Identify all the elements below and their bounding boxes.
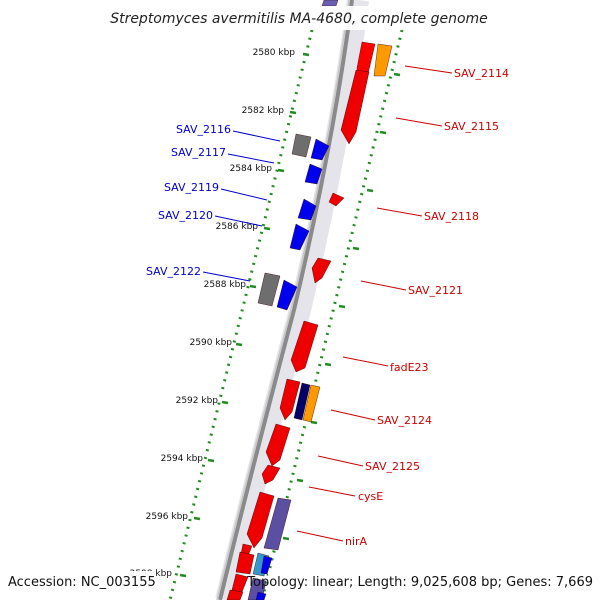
scale-tick (249, 284, 257, 289)
footer-background (4, 571, 154, 591)
left-gene-labels: SAV_2116 SAV_2117 SAV_2119 SAV_2120 SAV_… (146, 123, 231, 278)
left-leader-lines (202, 130, 281, 282)
accession-text: Accession: NC_003155 (8, 575, 156, 590)
scale-tick (179, 573, 187, 578)
gene-label: SAV_2114 (454, 67, 509, 80)
map-title: Streptomyces avermitilis MA-4680, comple… (110, 11, 488, 27)
scale-label: 2590 kbp (190, 338, 233, 348)
scale-tick (289, 110, 297, 115)
gene-label: SAV_2124 (377, 414, 432, 427)
gene-label: cysE (358, 490, 383, 503)
gene-arrow (290, 320, 319, 373)
genome-backbone-highlight (216, 0, 350, 600)
genome-summary-text: Topology: linear; Length: 9,025,608 bp; … (246, 575, 593, 590)
scale-tick (366, 188, 374, 193)
right-gene-labels: SAV_2114 SAV_2115 SAV_2118 SAV_2121 fadE… (345, 67, 509, 548)
gene-label: SAV_2117 (171, 146, 226, 159)
gene-arrow (310, 138, 330, 161)
scale-label: 2588 kbp (204, 280, 247, 290)
gene-arrow (255, 591, 267, 600)
scale-tick (207, 458, 215, 463)
gene-arrow (260, 555, 273, 575)
scale-tick (302, 52, 310, 57)
gene-arrow (311, 257, 332, 284)
gene-arrow (291, 133, 312, 158)
gene-arrow (263, 497, 292, 551)
gene-arrow (261, 464, 281, 485)
scale-label: 2586 kbp (216, 222, 259, 232)
genome-backbone-shadow (215, 0, 369, 600)
footer-background (268, 571, 596, 591)
gene-arrow (246, 491, 275, 549)
gene-arrow (257, 272, 281, 307)
gene-label: SAV_2121 (408, 284, 463, 297)
scale-tick (393, 72, 401, 77)
scale-tick (193, 516, 201, 521)
scale-tick (277, 168, 285, 173)
gene-label: SAV_2118 (424, 210, 479, 223)
gene-label: SAV_2115 (444, 120, 499, 133)
gene-arrow (340, 69, 370, 145)
gene-label: nirA (345, 535, 368, 548)
gene-arrow (302, 384, 321, 423)
left-dotted-guide (168, 29, 314, 600)
scale-tick (221, 400, 229, 405)
scale-tick (379, 130, 387, 135)
scale-label: 2580 kbp (253, 48, 296, 58)
gene-arrow (297, 198, 317, 221)
gene-label: SAV_2119 (164, 181, 219, 194)
gene-label: SAV_2120 (158, 209, 213, 222)
gene-label: fadE23 (390, 361, 429, 374)
gene-arrow (279, 378, 301, 421)
scale-tick (282, 536, 290, 541)
scale-label: 2594 kbp (161, 454, 204, 464)
gene-label: SAV_2116 (176, 123, 231, 136)
gene-label: SAV_2125 (365, 460, 420, 473)
scale-tick (263, 226, 271, 231)
scale-tick (338, 304, 346, 309)
gene-arrow (289, 223, 310, 251)
gene-arrow (373, 43, 393, 77)
gene-arrow (304, 163, 323, 185)
scale-label: 2582 kbp (242, 106, 285, 116)
gene-arrow (321, 0, 339, 7)
scale-tick (310, 420, 318, 425)
genome-backbone (218, 0, 354, 600)
scale-label: 2596 kbp (146, 512, 189, 522)
title-background (110, 6, 490, 30)
gene-arrow (226, 589, 244, 600)
scale-label: 2592 kbp (176, 396, 219, 406)
right-leader-lines (296, 65, 453, 542)
gene-features (226, 0, 393, 600)
gene-label: SAV_2122 (146, 265, 201, 278)
gene-arrow (235, 551, 255, 575)
scale-tick (235, 342, 243, 347)
gene-arrow (276, 279, 298, 311)
scale-tick (324, 362, 332, 367)
gene-arrow (328, 192, 345, 207)
scale-label: 2584 kbp (230, 164, 273, 174)
scale-ticks (179, 52, 401, 578)
scale-tick (352, 246, 360, 251)
gene-arrow (293, 382, 311, 421)
scale-tick (296, 478, 304, 483)
gene-arrow (265, 423, 291, 467)
